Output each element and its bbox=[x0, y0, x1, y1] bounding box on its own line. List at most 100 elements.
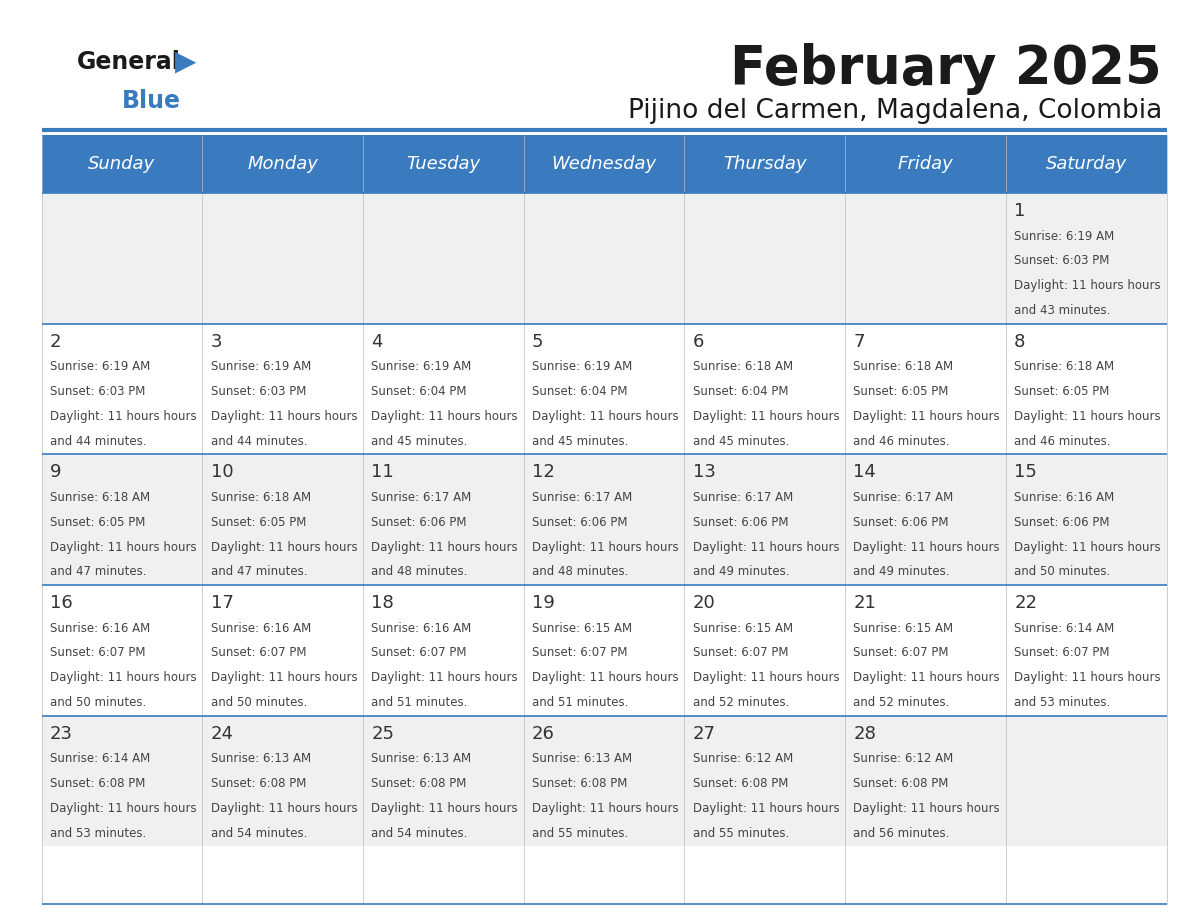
Text: Daylight: 11 hours hours: Daylight: 11 hours hours bbox=[210, 671, 358, 684]
Text: Sunrise: 6:19 AM: Sunrise: 6:19 AM bbox=[372, 360, 472, 374]
Text: and 45 minutes.: and 45 minutes. bbox=[372, 434, 468, 448]
Text: and 50 minutes.: and 50 minutes. bbox=[1015, 565, 1111, 578]
Text: Sunrise: 6:15 AM: Sunrise: 6:15 AM bbox=[693, 621, 792, 634]
Polygon shape bbox=[42, 193, 1167, 323]
Text: Sunrise: 6:14 AM: Sunrise: 6:14 AM bbox=[50, 753, 150, 766]
Text: Sunset: 6:08 PM: Sunset: 6:08 PM bbox=[532, 778, 627, 790]
Text: 18: 18 bbox=[372, 594, 394, 612]
Text: 11: 11 bbox=[372, 464, 394, 481]
Text: 6: 6 bbox=[693, 332, 704, 351]
Text: Sunset: 6:06 PM: Sunset: 6:06 PM bbox=[372, 516, 467, 529]
Text: Daylight: 11 hours hours: Daylight: 11 hours hours bbox=[210, 541, 358, 554]
Text: 3: 3 bbox=[210, 332, 222, 351]
Text: Sunset: 6:08 PM: Sunset: 6:08 PM bbox=[693, 778, 788, 790]
Text: Sunset: 6:07 PM: Sunset: 6:07 PM bbox=[50, 646, 145, 659]
Text: Sunset: 6:03 PM: Sunset: 6:03 PM bbox=[1015, 254, 1110, 267]
Text: 26: 26 bbox=[532, 725, 555, 743]
Text: and 48 minutes.: and 48 minutes. bbox=[532, 565, 628, 578]
Text: Sunrise: 6:15 AM: Sunrise: 6:15 AM bbox=[532, 621, 632, 634]
Text: ▶: ▶ bbox=[175, 48, 196, 76]
Text: Pijino del Carmen, Magdalena, Colombia: Pijino del Carmen, Magdalena, Colombia bbox=[627, 98, 1162, 124]
Text: and 49 minutes.: and 49 minutes. bbox=[693, 565, 789, 578]
Text: 21: 21 bbox=[853, 594, 877, 612]
Text: Saturday: Saturday bbox=[1045, 155, 1127, 173]
Text: Blue: Blue bbox=[122, 89, 182, 113]
Text: Wednesday: Wednesday bbox=[551, 155, 657, 173]
Text: and 43 minutes.: and 43 minutes. bbox=[1015, 304, 1111, 317]
Text: 17: 17 bbox=[210, 594, 234, 612]
Text: February 2025: February 2025 bbox=[731, 43, 1162, 95]
Text: Daylight: 11 hours hours: Daylight: 11 hours hours bbox=[693, 671, 840, 684]
Text: and 48 minutes.: and 48 minutes. bbox=[372, 565, 468, 578]
Text: Daylight: 11 hours hours: Daylight: 11 hours hours bbox=[532, 671, 678, 684]
Text: and 56 minutes.: and 56 minutes. bbox=[853, 827, 950, 840]
Text: 12: 12 bbox=[532, 464, 555, 481]
Polygon shape bbox=[42, 585, 1167, 716]
Text: Sunrise: 6:16 AM: Sunrise: 6:16 AM bbox=[372, 621, 472, 634]
Text: 13: 13 bbox=[693, 464, 715, 481]
Text: Friday: Friday bbox=[898, 155, 954, 173]
Text: Sunrise: 6:19 AM: Sunrise: 6:19 AM bbox=[532, 360, 632, 374]
Text: 19: 19 bbox=[532, 594, 555, 612]
Text: 10: 10 bbox=[210, 464, 233, 481]
Text: 14: 14 bbox=[853, 464, 877, 481]
Text: Sunrise: 6:16 AM: Sunrise: 6:16 AM bbox=[1015, 491, 1114, 504]
Text: Sunset: 6:05 PM: Sunset: 6:05 PM bbox=[853, 385, 949, 398]
Text: and 54 minutes.: and 54 minutes. bbox=[372, 827, 468, 840]
Text: Sunset: 6:07 PM: Sunset: 6:07 PM bbox=[1015, 646, 1110, 659]
Text: Daylight: 11 hours hours: Daylight: 11 hours hours bbox=[1015, 671, 1161, 684]
Text: Sunset: 6:08 PM: Sunset: 6:08 PM bbox=[372, 778, 467, 790]
Text: and 46 minutes.: and 46 minutes. bbox=[1015, 434, 1111, 448]
Text: Sunset: 6:07 PM: Sunset: 6:07 PM bbox=[532, 646, 627, 659]
Text: and 44 minutes.: and 44 minutes. bbox=[210, 434, 308, 448]
Text: Daylight: 11 hours hours: Daylight: 11 hours hours bbox=[1015, 279, 1161, 292]
Text: Sunset: 6:06 PM: Sunset: 6:06 PM bbox=[1015, 516, 1110, 529]
Text: 1: 1 bbox=[1015, 202, 1025, 220]
Text: and 53 minutes.: and 53 minutes. bbox=[1015, 696, 1111, 709]
Text: Sunset: 6:03 PM: Sunset: 6:03 PM bbox=[50, 385, 145, 398]
Text: and 44 minutes.: and 44 minutes. bbox=[50, 434, 146, 448]
Text: Thursday: Thursday bbox=[723, 155, 807, 173]
Text: Daylight: 11 hours hours: Daylight: 11 hours hours bbox=[1015, 541, 1161, 554]
Text: Daylight: 11 hours hours: Daylight: 11 hours hours bbox=[1015, 409, 1161, 423]
Text: Sunset: 6:08 PM: Sunset: 6:08 PM bbox=[210, 778, 307, 790]
Text: 22: 22 bbox=[1015, 594, 1037, 612]
Text: Daylight: 11 hours hours: Daylight: 11 hours hours bbox=[853, 802, 1000, 815]
Text: 8: 8 bbox=[1015, 332, 1025, 351]
Text: Sunset: 6:05 PM: Sunset: 6:05 PM bbox=[1015, 385, 1110, 398]
Text: Sunrise: 6:17 AM: Sunrise: 6:17 AM bbox=[532, 491, 632, 504]
Text: Daylight: 11 hours hours: Daylight: 11 hours hours bbox=[372, 541, 518, 554]
Text: Sunrise: 6:17 AM: Sunrise: 6:17 AM bbox=[853, 491, 954, 504]
Text: Sunrise: 6:12 AM: Sunrise: 6:12 AM bbox=[853, 753, 954, 766]
Text: Sunrise: 6:18 AM: Sunrise: 6:18 AM bbox=[853, 360, 954, 374]
Text: and 51 minutes.: and 51 minutes. bbox=[532, 696, 628, 709]
Text: Sunrise: 6:19 AM: Sunrise: 6:19 AM bbox=[1015, 230, 1114, 242]
Text: 20: 20 bbox=[693, 594, 715, 612]
Text: Sunset: 6:07 PM: Sunset: 6:07 PM bbox=[853, 646, 949, 659]
Text: Daylight: 11 hours hours: Daylight: 11 hours hours bbox=[372, 671, 518, 684]
Text: Sunrise: 6:19 AM: Sunrise: 6:19 AM bbox=[50, 360, 150, 374]
Text: 24: 24 bbox=[210, 725, 234, 743]
Text: Daylight: 11 hours hours: Daylight: 11 hours hours bbox=[50, 671, 196, 684]
Text: 27: 27 bbox=[693, 725, 716, 743]
Text: 23: 23 bbox=[50, 725, 72, 743]
Text: Sunrise: 6:17 AM: Sunrise: 6:17 AM bbox=[693, 491, 794, 504]
Text: Sunrise: 6:16 AM: Sunrise: 6:16 AM bbox=[210, 621, 311, 634]
Text: Sunset: 6:04 PM: Sunset: 6:04 PM bbox=[372, 385, 467, 398]
Text: and 52 minutes.: and 52 minutes. bbox=[853, 696, 950, 709]
Text: and 46 minutes.: and 46 minutes. bbox=[853, 434, 950, 448]
Text: and 51 minutes.: and 51 minutes. bbox=[372, 696, 468, 709]
Polygon shape bbox=[42, 135, 1167, 193]
Polygon shape bbox=[42, 454, 1167, 585]
Text: Sunset: 6:03 PM: Sunset: 6:03 PM bbox=[210, 385, 307, 398]
Text: Sunset: 6:08 PM: Sunset: 6:08 PM bbox=[853, 778, 949, 790]
Text: 7: 7 bbox=[853, 332, 865, 351]
Text: and 49 minutes.: and 49 minutes. bbox=[853, 565, 950, 578]
Text: Sunday: Sunday bbox=[88, 155, 156, 173]
Text: Sunset: 6:05 PM: Sunset: 6:05 PM bbox=[210, 516, 307, 529]
Text: Daylight: 11 hours hours: Daylight: 11 hours hours bbox=[50, 802, 196, 815]
Polygon shape bbox=[42, 716, 1167, 846]
Text: Tuesday: Tuesday bbox=[406, 155, 480, 173]
Text: Sunrise: 6:13 AM: Sunrise: 6:13 AM bbox=[210, 753, 311, 766]
Text: Daylight: 11 hours hours: Daylight: 11 hours hours bbox=[372, 802, 518, 815]
